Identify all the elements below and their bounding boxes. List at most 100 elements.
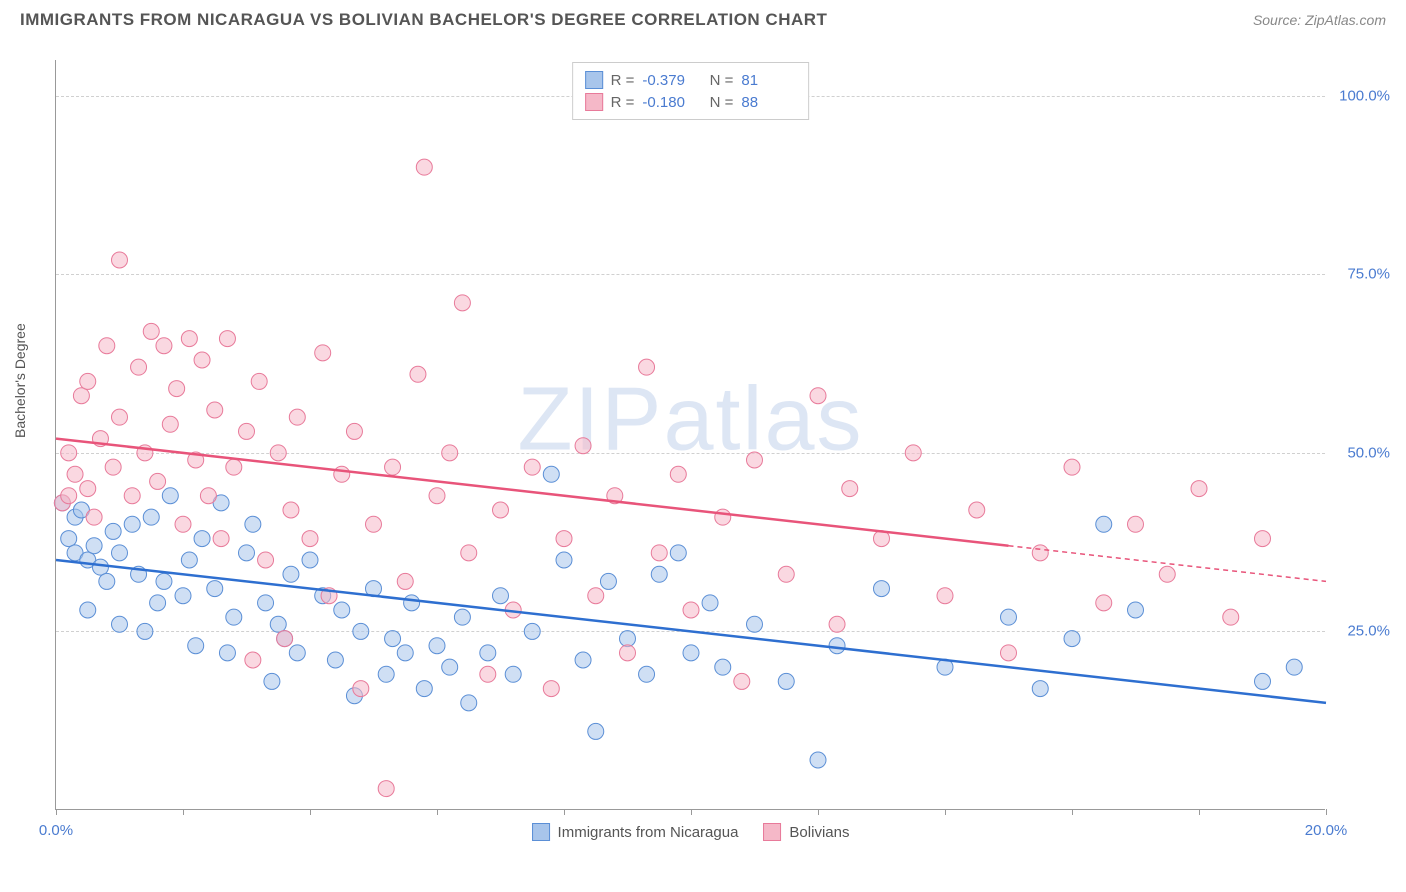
- legend-label: Immigrants from Nicaragua: [558, 824, 739, 841]
- data-point: [175, 516, 191, 532]
- data-point: [620, 645, 636, 661]
- x-tick: [1072, 809, 1073, 815]
- data-point: [73, 388, 89, 404]
- data-point: [289, 409, 305, 425]
- data-point: [124, 488, 140, 504]
- data-point: [639, 359, 655, 375]
- data-point: [156, 338, 172, 354]
- data-point: [283, 566, 299, 582]
- data-point: [92, 559, 108, 575]
- data-point: [143, 323, 159, 339]
- data-point: [302, 552, 318, 568]
- data-point: [150, 473, 166, 489]
- data-point: [543, 681, 559, 697]
- data-point: [353, 623, 369, 639]
- r-value: -0.180: [642, 94, 697, 111]
- correlation-legend: R = -0.379 N = 81R = -0.180 N = 88: [572, 62, 810, 120]
- data-point: [226, 609, 242, 625]
- data-point: [397, 573, 413, 589]
- data-point: [245, 652, 261, 668]
- data-point: [219, 645, 235, 661]
- data-point: [442, 659, 458, 675]
- data-point: [385, 631, 401, 647]
- x-tick-label: 20.0%: [1305, 822, 1348, 839]
- data-point: [156, 573, 172, 589]
- data-point: [397, 645, 413, 661]
- data-point: [454, 609, 470, 625]
- data-point: [137, 623, 153, 639]
- data-point: [1032, 545, 1048, 561]
- data-point: [112, 252, 128, 268]
- data-point: [346, 423, 362, 439]
- data-point: [385, 459, 401, 475]
- data-point: [80, 602, 96, 618]
- data-point: [245, 516, 261, 532]
- data-point: [315, 345, 331, 361]
- data-point: [251, 373, 267, 389]
- chart-title: IMMIGRANTS FROM NICARAGUA VS BOLIVIAN BA…: [20, 10, 827, 30]
- data-point: [1064, 631, 1080, 647]
- data-point: [112, 616, 128, 632]
- y-tick-label: 100.0%: [1339, 87, 1390, 104]
- data-point: [131, 359, 147, 375]
- legend-item: Bolivians: [763, 823, 849, 841]
- data-point: [353, 681, 369, 697]
- scatter-plot-svg: [56, 60, 1325, 809]
- data-point: [1128, 516, 1144, 532]
- data-point: [842, 481, 858, 497]
- data-point: [429, 488, 445, 504]
- data-point: [556, 552, 572, 568]
- data-point: [1255, 531, 1271, 547]
- data-point: [239, 423, 255, 439]
- data-point: [105, 523, 121, 539]
- data-point: [747, 452, 763, 468]
- x-tick-label: 0.0%: [39, 822, 73, 839]
- data-point: [670, 466, 686, 482]
- data-point: [683, 645, 699, 661]
- x-tick: [437, 809, 438, 815]
- r-label: R =: [611, 72, 635, 89]
- data-point: [429, 638, 445, 654]
- y-axis-label: Bachelor's Degree: [12, 323, 28, 438]
- data-point: [1096, 595, 1112, 611]
- data-point: [1255, 673, 1271, 689]
- data-point: [181, 331, 197, 347]
- legend-stat-row: R = -0.379 N = 81: [585, 69, 797, 91]
- legend-swatch: [585, 71, 603, 89]
- data-point: [61, 488, 77, 504]
- data-point: [416, 681, 432, 697]
- data-point: [778, 673, 794, 689]
- data-point: [277, 631, 293, 647]
- data-point: [969, 502, 985, 518]
- data-point: [194, 352, 210, 368]
- trend-line: [56, 560, 1326, 703]
- data-point: [493, 588, 509, 604]
- data-point: [112, 409, 128, 425]
- data-point: [270, 616, 286, 632]
- legend-swatch: [585, 93, 603, 111]
- data-point: [213, 531, 229, 547]
- x-tick: [56, 809, 57, 815]
- y-tick-label: 25.0%: [1347, 623, 1390, 640]
- data-point: [778, 566, 794, 582]
- data-point: [105, 459, 121, 475]
- data-point: [258, 552, 274, 568]
- x-tick: [310, 809, 311, 815]
- data-point: [334, 602, 350, 618]
- data-point: [1001, 609, 1017, 625]
- data-point: [188, 638, 204, 654]
- data-point: [829, 638, 845, 654]
- data-point: [175, 588, 191, 604]
- data-point: [600, 573, 616, 589]
- data-point: [461, 695, 477, 711]
- data-point: [874, 581, 890, 597]
- legend-label: Bolivians: [789, 824, 849, 841]
- data-point: [683, 602, 699, 618]
- x-tick: [183, 809, 184, 815]
- data-point: [378, 666, 394, 682]
- data-point: [207, 581, 223, 597]
- x-tick: [818, 809, 819, 815]
- data-point: [639, 666, 655, 682]
- data-point: [80, 481, 96, 497]
- data-point: [480, 645, 496, 661]
